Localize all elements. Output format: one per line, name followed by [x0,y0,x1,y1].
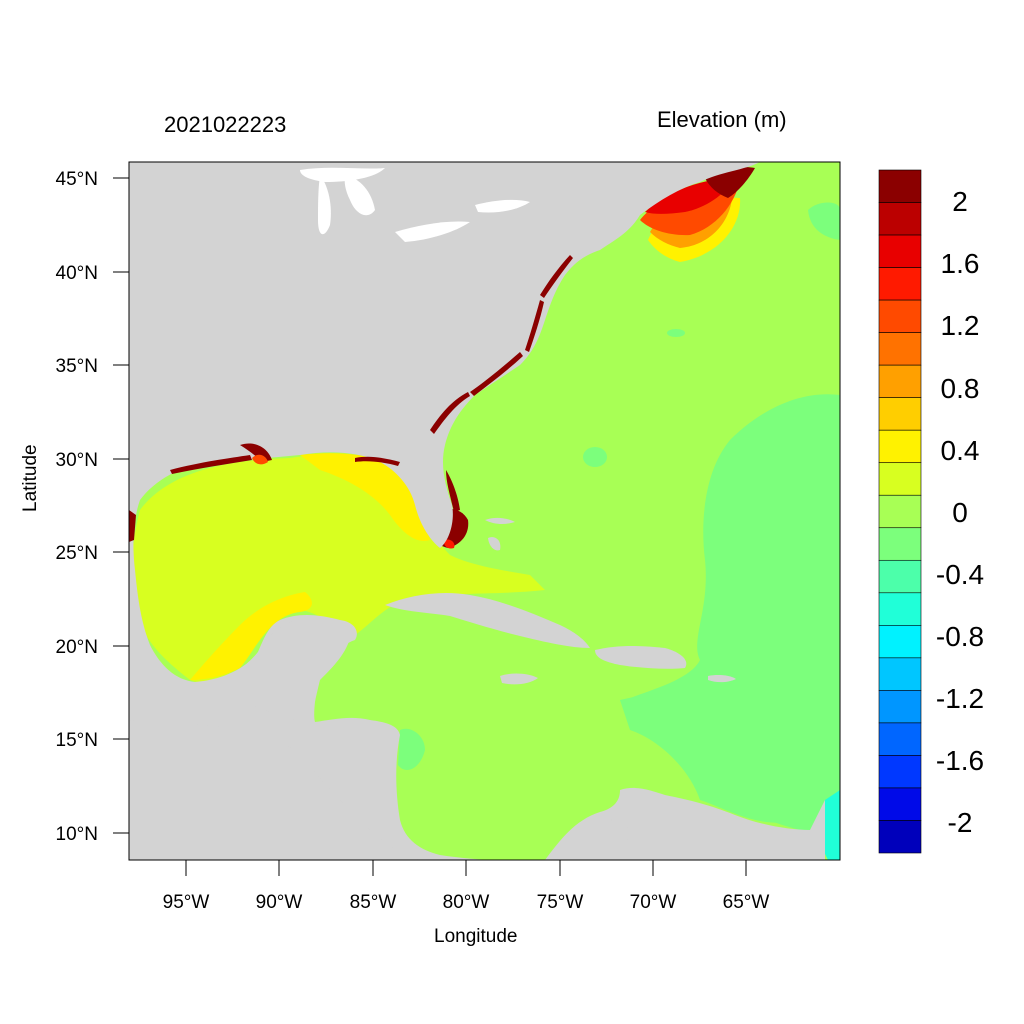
colorbar-label: 0 [952,497,968,528]
southeast-florida-coast [446,470,460,512]
mississippi-delta-surge [252,454,268,465]
x-axis: 95°W 90°W 85°W 80°W 75°W 70°W 65°W [163,860,770,913]
map-frame [128,161,841,861]
y-tick-label: 40°N [56,263,98,284]
x-tick-label: 95°W [163,892,210,913]
colorbar-swatch [878,429,922,464]
puerto-rico [708,675,736,683]
colorbar-label: -1.2 [936,683,984,714]
cuba [385,593,590,648]
x-tick-label: 65°W [723,892,770,913]
x-tick-label: 80°W [443,892,490,913]
x-tick-label: 75°W [537,892,584,913]
colorbar-label: 1.6 [941,248,980,279]
y-tick-label: 10°N [56,824,98,845]
y-tick-label: 30°N [56,450,98,471]
colorbar-swatch [878,397,922,431]
colorbar-swatch [878,527,922,561]
colorbar-label: -0.4 [936,559,984,590]
variable-label: Elevation (m) [657,107,787,132]
jamaica [500,673,538,685]
colorbar [878,169,922,854]
colorbar-label: 0.8 [941,373,980,404]
andros-island [488,537,501,551]
x-axis-label: Longitude [434,926,518,947]
atlantic-low-eddy-2 [667,329,685,337]
caribbean-low-region [620,692,800,823]
colorbar-swatch [878,690,922,724]
central-america-land [129,720,420,860]
y-tick-label: 15°N [56,730,98,751]
y-tick-label: 35°N [56,356,98,377]
central-american-coast-low [398,728,425,770]
yucatan-peninsula [205,617,352,722]
grand-bahama [485,517,515,525]
colorbar-swatch [878,267,922,301]
colorbar-swatch [878,657,922,691]
gulf-of-mexico [131,453,546,682]
coastal-flooding [129,255,573,542]
ne-atlantic-low-spot [808,202,840,240]
colorbar-swatch [878,559,922,594]
colorbar-swatch [878,299,922,333]
land [129,162,825,860]
hispaniola [595,645,687,669]
colorbar-swatch [878,787,922,821]
colorbar-swatch [878,755,922,789]
colorbar-swatch [878,820,922,854]
colorbar-swatch [878,364,922,398]
colorbar-label: 1.2 [941,310,980,341]
colorbar-swatch [878,625,922,659]
lake-erie [395,221,470,242]
colorbar-labels: 2 1.6 1.2 0.8 0.4 0 -0.4 -0.8 -1.2 -1.6 … [936,186,984,838]
colorbar-swatch [878,592,922,626]
map-field [129,162,840,860]
x-tick-label: 85°W [350,892,397,913]
colorbar-swatch [878,332,922,366]
florida-keys-red [443,539,455,549]
lake-michigan [318,175,331,235]
colorbar-swatch [878,722,922,756]
great-lakes [300,167,530,242]
colorbar-swatch [878,462,922,496]
lake-huron [344,175,375,216]
x-tick-label: 90°W [256,892,303,913]
date-label: 2021022223 [164,112,287,137]
colorbar-swatch [878,202,922,236]
colorbar-swatch [878,234,922,268]
lake-ontario [475,199,530,213]
colorbar-label: -0.8 [936,621,984,652]
venezuela-lake [611,817,629,848]
y-tick-label: 25°N [56,543,98,564]
y-tick-label: 20°N [56,637,98,658]
colorbar-label: -2 [948,807,973,838]
colorbar-label: 0.4 [941,435,980,466]
y-axis: 45°N 40°N 35°N 30°N 25°N 20°N 15°N 10°N [56,169,129,845]
florida-shelf-elevated [300,453,430,541]
y-tick-label: 45°N [56,169,98,190]
atlantic-low-eddy [583,447,607,467]
yucatan-shelf-elevated [190,592,312,680]
colorbar-label: 2 [952,186,968,217]
colorbar-label: -1.6 [936,745,984,776]
colorbar-swatch [878,169,922,203]
colorbar-swatch [878,494,922,529]
x-tick-label: 70°W [630,892,677,913]
